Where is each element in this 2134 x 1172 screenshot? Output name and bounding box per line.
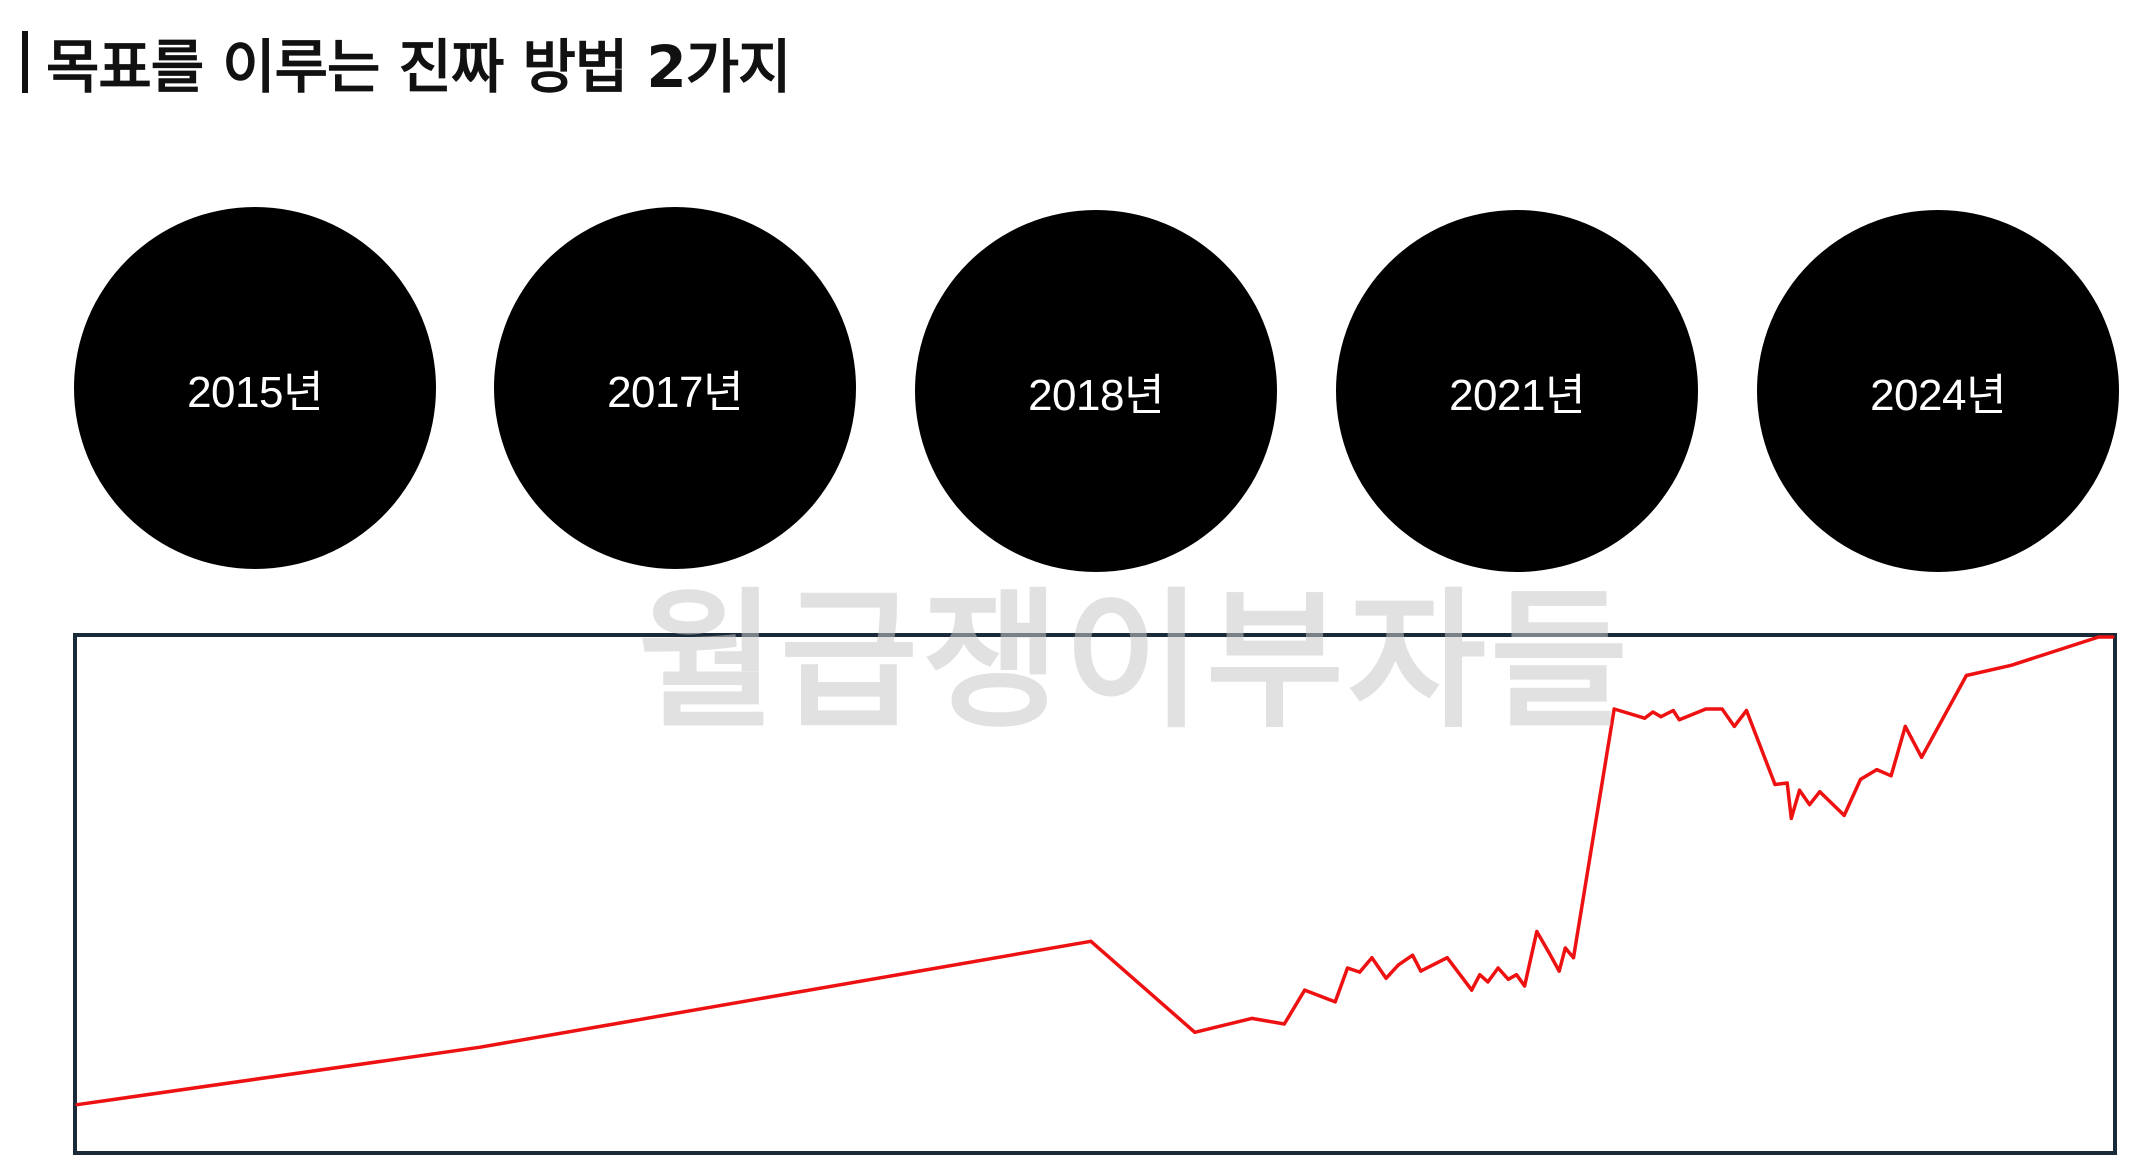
data-point-45: [1858, 777, 1863, 782]
data-point-8: [1345, 966, 1350, 970]
milestone-circle-4: 2021년: [1336, 210, 1698, 572]
data-point-47: [1889, 774, 1893, 778]
data-point-5: [1282, 1022, 1286, 1026]
data-point-0: [75, 1103, 79, 1107]
series-line: [76, 635, 2113, 1107]
milestone-label-5: 2024년: [1870, 371, 2006, 420]
page-title-text: 목표를 이루는 진짜 방법 2가지: [46, 33, 791, 101]
milestone-label-2: 2017년: [607, 368, 743, 417]
data-point-41: [1797, 788, 1802, 792]
data-point-22: [1523, 984, 1527, 988]
data-point-51: [2009, 663, 2013, 667]
data-point-1: [478, 1045, 482, 1049]
data-point-3: [1193, 1030, 1197, 1034]
data-point-20: [1506, 977, 1510, 981]
milestone-label-1: 2015년: [187, 368, 323, 417]
data-point-46: [1875, 768, 1879, 772]
title-accent-bar: [22, 31, 28, 93]
data-point-6: [1303, 988, 1307, 992]
data-point-42: [1808, 803, 1812, 807]
data-point-14: [1419, 969, 1423, 973]
milestone-circle-2: 2017년: [494, 207, 856, 569]
data-point-2: [1089, 939, 1093, 943]
data-point-52: [2097, 635, 2101, 639]
data-point-36: [1732, 724, 1736, 729]
data-point-24: [1547, 951, 1551, 955]
chart-frame: [73, 633, 2117, 1155]
data-point-37: [1744, 708, 1749, 713]
data-point-4: [1250, 1016, 1254, 1021]
data-point-13: [1411, 953, 1415, 957]
milestone-circle-3: 2018년: [915, 210, 1277, 572]
milestone-label-3: 2018년: [1028, 371, 1164, 420]
data-point-25: [1557, 969, 1561, 973]
page-title: 목표를 이루는 진짜 방법 2가지: [22, 22, 791, 102]
data-point-19: [1496, 966, 1500, 970]
data-point-44: [1842, 813, 1846, 818]
data-point-35: [1720, 707, 1724, 711]
data-point-40: [1789, 816, 1793, 821]
data-point-48: [1903, 724, 1907, 729]
data-point-31: [1659, 715, 1663, 719]
milestone-circle-1: 2015년: [74, 207, 436, 569]
data-point-7: [1333, 1000, 1337, 1004]
data-point-16: [1470, 988, 1474, 992]
data-point-18: [1486, 980, 1490, 984]
data-point-12: [1396, 963, 1400, 967]
data-point-53: [2111, 635, 2115, 639]
data-point-23: [1535, 929, 1539, 934]
data-point-32: [1671, 708, 1675, 713]
data-point-26: [1563, 946, 1567, 950]
data-point-11: [1384, 976, 1388, 980]
milestone-label-4: 2021년: [1449, 371, 1585, 420]
data-point-38: [1773, 782, 1777, 787]
data-point-50: [1964, 673, 1968, 678]
data-point-43: [1818, 790, 1822, 794]
data-point-15: [1445, 956, 1449, 960]
milestone-circle-5: 2024년: [1757, 210, 2119, 572]
data-point-9: [1358, 970, 1362, 974]
data-point-39: [1785, 781, 1789, 785]
data-points: [75, 635, 2115, 1107]
data-point-29: [1643, 716, 1647, 720]
data-point-49: [1920, 755, 1924, 759]
data-point-28: [1612, 707, 1616, 711]
data-point-17: [1478, 973, 1482, 977]
data-point-33: [1677, 718, 1681, 722]
data-point-21: [1514, 973, 1519, 977]
data-point-10: [1370, 956, 1374, 960]
data-point-34: [1704, 707, 1708, 711]
data-point-30: [1651, 710, 1655, 714]
data-point-27: [1571, 956, 1576, 960]
